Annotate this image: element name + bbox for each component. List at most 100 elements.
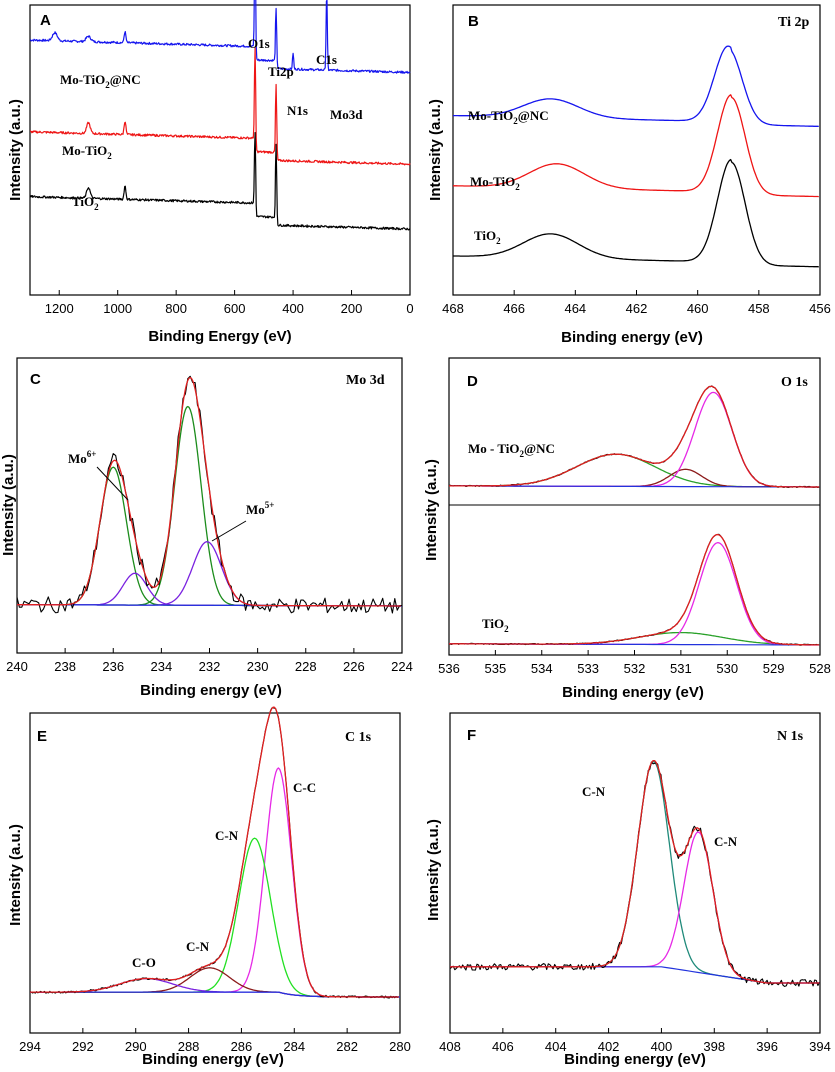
d-1-envelope bbox=[449, 533, 820, 646]
panel-c-letter: C bbox=[30, 371, 41, 388]
panel-b-tick-label: 458 bbox=[748, 301, 770, 316]
legend-mo-tio2-nc: Mo-TiO2@NC bbox=[60, 72, 141, 90]
panel-b-y-title: Intensity (a.u.) bbox=[427, 99, 444, 201]
panel-f-x-ticks: 408 406 404 402 400 398 396 394 bbox=[439, 1028, 831, 1054]
panel-e-x-ticks: 294 292 290 288 286 284 282 280 bbox=[19, 1028, 411, 1054]
panel-f: F N 1s 408 406 404 402 400 398 396 394 Binding … bbox=[425, 712, 831, 1068]
panel-f-letter: F bbox=[467, 727, 476, 744]
panel-e-tick-label: 292 bbox=[72, 1039, 94, 1054]
panel-d-plot bbox=[449, 385, 820, 646]
annotation-c1s: C1s bbox=[316, 52, 337, 67]
panel-a: A 1200 1000 800 600 400 200 0 Binding Energy (… bbox=[7, 0, 414, 345]
panel-f-tick-label: 404 bbox=[545, 1039, 567, 1054]
panel-b-tick-label: 468 bbox=[442, 301, 464, 316]
panel-c-x-ticks: 240 238 236 234 232 230 228 226 224 bbox=[6, 648, 413, 674]
panel-a-y-title: Intensity (a.u.) bbox=[7, 99, 24, 201]
panel-c-tick-label: 226 bbox=[343, 659, 365, 674]
panel-f-x-title: Binding energy (eV) bbox=[564, 1051, 706, 1068]
panel-b-x-ticks: 468 466 464 462 460 458 456 bbox=[442, 290, 831, 316]
series-line-tio2 bbox=[29, 132, 411, 231]
panel-b: B Ti 2p 468 466 464 462 460 458 456 Binding en… bbox=[427, 4, 831, 346]
panel-e-tick-label: 294 bbox=[19, 1039, 41, 1054]
panel-d-frame bbox=[448, 357, 821, 656]
annotation-c-o: C-O bbox=[132, 955, 156, 970]
panel-e-tick-label: 286 bbox=[231, 1039, 253, 1054]
panel-b-title: Ti 2p bbox=[778, 15, 809, 30]
e-component-3 bbox=[30, 977, 399, 998]
annotation-mo6: Mo6+ bbox=[68, 449, 96, 466]
b-label-tio2: TiO2 bbox=[474, 228, 501, 246]
annotation-ti2p: Ti2p bbox=[268, 64, 294, 79]
pointer-mo6 bbox=[96, 466, 129, 501]
panel-e-plot bbox=[29, 706, 400, 999]
f-raw bbox=[449, 761, 820, 987]
panel-f-tick-label: 406 bbox=[492, 1039, 514, 1054]
panel-a-tick-label: 200 bbox=[341, 301, 363, 316]
panel-e-tick-label: 288 bbox=[178, 1039, 200, 1054]
panel-c-tick-label: 240 bbox=[6, 659, 28, 674]
panel-c-tick-label: 238 bbox=[54, 659, 76, 674]
annotation-c-n-strong: C-N bbox=[215, 828, 239, 843]
panel-b-letter: B bbox=[468, 13, 479, 30]
panel-a-frame bbox=[29, 4, 411, 296]
series-line-mo-tio2 bbox=[30, 47, 411, 166]
series-line-mo-tio2-nc bbox=[453, 45, 819, 128]
panel-e-tick-label: 284 bbox=[283, 1039, 305, 1054]
panel-f-tick-label: 408 bbox=[439, 1039, 461, 1054]
panel-a-tick-label: 1000 bbox=[103, 301, 132, 316]
panel-f-title: N 1s bbox=[777, 729, 804, 744]
panel-d: D O 1s 536 535 534 533 532 531 530 529 528 Bindi… bbox=[423, 357, 831, 701]
series-line-mo-tio2 bbox=[453, 94, 819, 198]
panel-c-title: Mo 3d bbox=[346, 373, 385, 388]
panel-c-tick-label: 224 bbox=[391, 659, 413, 674]
panel-c: C Mo 3d 240 238 236 234 232 230 228 226 224 Bind… bbox=[0, 357, 413, 699]
panel-c-y-title: Intensity (a.u.) bbox=[0, 454, 17, 556]
panel-d-tick-label: 529 bbox=[763, 661, 785, 676]
panel-d-letter: D bbox=[467, 373, 478, 390]
panel-c-plot bbox=[16, 375, 403, 614]
d-0-component-2 bbox=[449, 391, 820, 488]
panel-f-tick-label: 402 bbox=[598, 1039, 620, 1054]
fit-envelope-line bbox=[17, 376, 401, 607]
panel-f-tick-label: 394 bbox=[809, 1039, 831, 1054]
panel-d-tick-label: 536 bbox=[438, 661, 460, 676]
annotation-mo5: Mo5+ bbox=[246, 500, 274, 517]
panel-d-x-ticks: 536 535 534 533 532 531 530 529 528 bbox=[438, 650, 831, 676]
panel-d-tick-label: 535 bbox=[485, 661, 507, 676]
panel-d-tick-label: 532 bbox=[624, 661, 646, 676]
panel-c-tick-label: 234 bbox=[151, 659, 173, 674]
d-label-tio2: TiO2 bbox=[482, 616, 509, 634]
legend-tio2: TiO2 bbox=[72, 194, 99, 212]
panel-e-tick-label: 282 bbox=[336, 1039, 358, 1054]
annotation-mo3d: Mo3d bbox=[330, 107, 363, 122]
annotation-f-c-n-left: C-N bbox=[582, 784, 606, 799]
panel-b-tick-label: 466 bbox=[503, 301, 525, 316]
panel-b-tick-label: 460 bbox=[687, 301, 709, 316]
panel-a-x-title: Binding Energy (eV) bbox=[148, 328, 291, 345]
panel-b-tick-label: 456 bbox=[809, 301, 831, 316]
panel-a-tick-label: 0 bbox=[406, 301, 413, 316]
panel-f-tick-label: 400 bbox=[651, 1039, 673, 1054]
panel-a-x-ticks: 1200 1000 800 600 400 200 0 bbox=[45, 290, 414, 316]
panel-a-tick-label: 600 bbox=[224, 301, 246, 316]
panel-d-tick-label: 531 bbox=[670, 661, 692, 676]
e-envelope bbox=[30, 706, 399, 998]
series-line-mo-tio2-nc bbox=[29, 0, 411, 74]
f-envelope bbox=[450, 759, 820, 984]
panel-c-x-title: Binding energy (eV) bbox=[140, 682, 282, 699]
panel-e-frame bbox=[29, 712, 401, 1034]
panel-a-tick-label: 1200 bbox=[45, 301, 74, 316]
d-0-background bbox=[449, 485, 811, 488]
d-0-raw bbox=[449, 385, 820, 489]
panel-f-frame bbox=[449, 712, 821, 1034]
e-raw bbox=[29, 707, 399, 999]
d-label-mo-tio2-nc: Mo - TiO2@NC bbox=[468, 441, 555, 459]
panel-b-frame bbox=[452, 4, 821, 296]
b-label-mo-tio2-nc: Mo-TiO2@NC bbox=[468, 108, 549, 126]
panel-e: E C 1s 294 292 290 288 286 284 282 280 Binding … bbox=[7, 706, 411, 1068]
panel-a-letter: A bbox=[40, 12, 51, 29]
panel-c-tick-label: 232 bbox=[199, 659, 221, 674]
panel-e-tick-label: 290 bbox=[125, 1039, 147, 1054]
panel-e-x-title: Binding energy (eV) bbox=[142, 1051, 284, 1068]
